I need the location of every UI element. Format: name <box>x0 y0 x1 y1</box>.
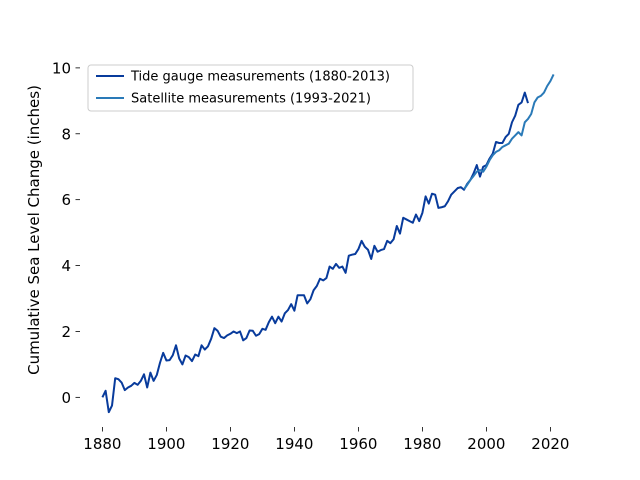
legend: Tide gauge measurements (1880-2013) Sate… <box>87 64 414 112</box>
legend-box <box>87 64 414 112</box>
x-tick-label: 1980 <box>403 435 441 453</box>
x-tick-label: 2000 <box>467 435 505 453</box>
y-axis-label: Cumulative Sea Level Change (inches) <box>25 85 43 375</box>
x-tick-label: 2020 <box>531 435 569 453</box>
x-tick-label: 1920 <box>211 435 249 453</box>
y-tick-label: 0 <box>61 389 71 407</box>
x-axis: 1880 1900 1920 1940 1960 1980 2000 2020 <box>83 427 569 453</box>
y-tick-label: 8 <box>61 125 71 143</box>
x-tick-label: 1900 <box>147 435 185 453</box>
series-line-tide-gauge <box>101 91 529 414</box>
y-tick-label: 10 <box>52 59 71 77</box>
y-tick-label: 2 <box>61 323 71 341</box>
legend-label-tide-gauge: Tide gauge measurements (1880-2013) <box>130 70 390 85</box>
x-tick-label: 1880 <box>83 435 121 453</box>
legend-label-satellite: Satellite measurements (1993-2021) <box>131 92 371 107</box>
x-tick-label: 1940 <box>275 435 313 453</box>
y-tick-label: 6 <box>61 191 71 209</box>
plot-area <box>101 74 555 414</box>
x-tick-label: 1960 <box>339 435 377 453</box>
y-axis: 0 2 4 6 8 10 <box>52 59 80 407</box>
series-line-satellite <box>463 74 555 190</box>
y-tick-label: 4 <box>61 257 71 275</box>
